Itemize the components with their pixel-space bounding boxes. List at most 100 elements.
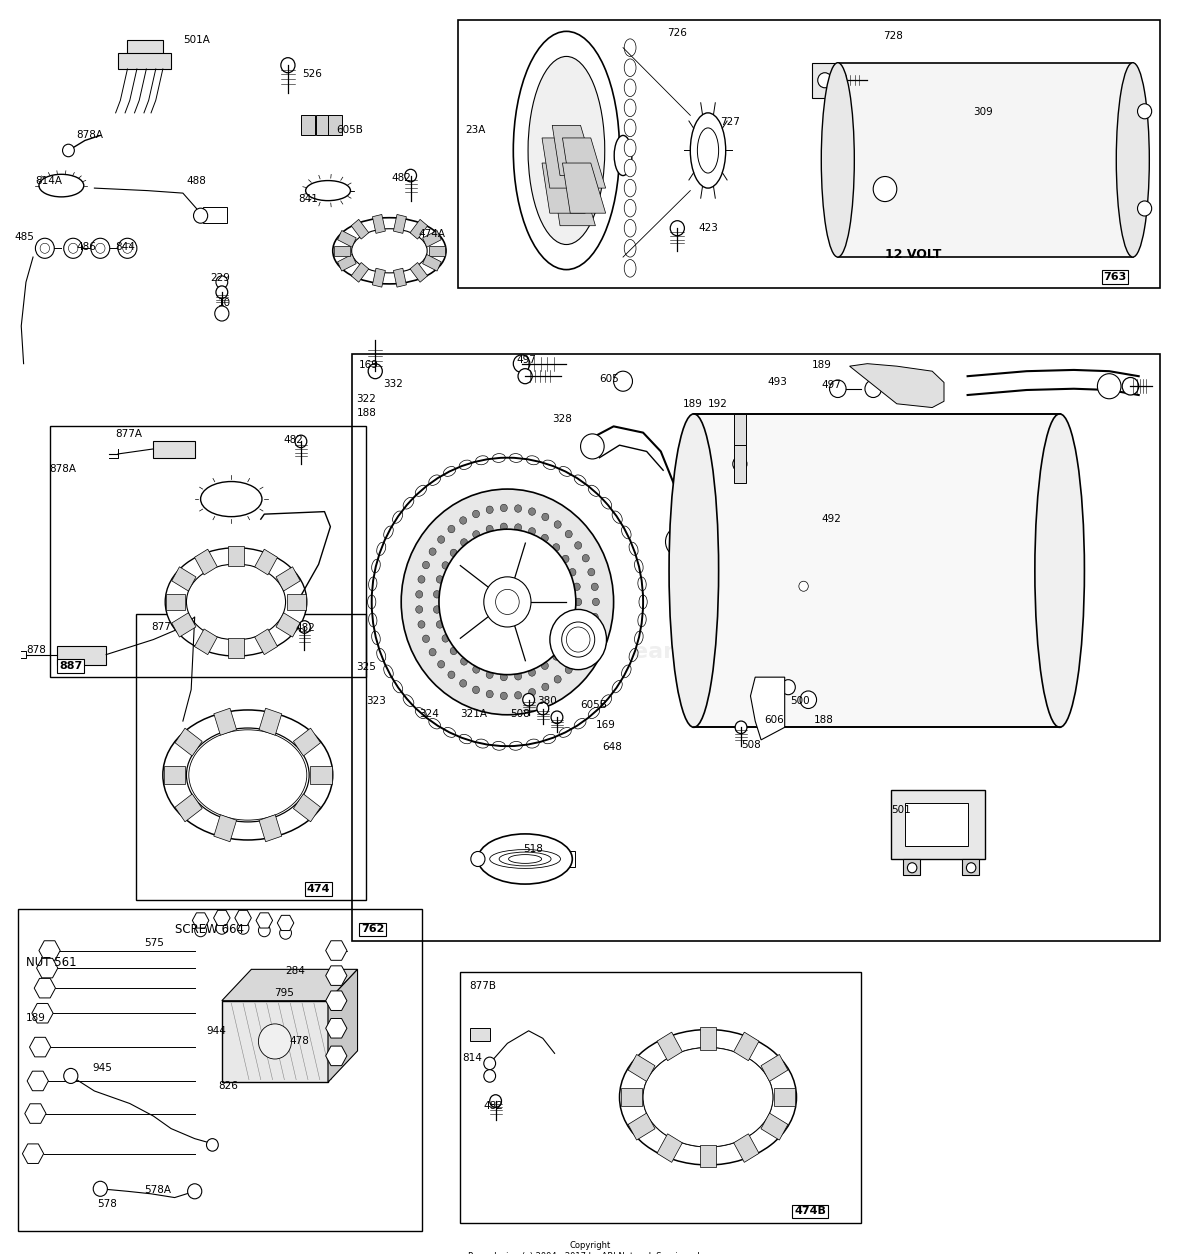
Ellipse shape [401, 489, 614, 715]
Circle shape [542, 513, 549, 520]
Circle shape [582, 642, 589, 650]
Text: 192: 192 [708, 399, 728, 409]
Circle shape [96, 243, 105, 253]
Text: 188: 188 [814, 715, 834, 725]
Circle shape [430, 548, 437, 556]
Polygon shape [750, 677, 785, 740]
Text: 493: 493 [767, 377, 787, 387]
Circle shape [295, 435, 307, 448]
Bar [734, 445, 746, 483]
Text: 323: 323 [366, 696, 386, 706]
Bar [294, 729, 321, 756]
Bar [222, 1001, 328, 1082]
Ellipse shape [624, 39, 636, 56]
Ellipse shape [624, 139, 636, 157]
Text: 482: 482 [484, 1101, 504, 1111]
Circle shape [500, 692, 507, 700]
Circle shape [450, 549, 457, 557]
Circle shape [573, 583, 581, 591]
Circle shape [591, 613, 598, 621]
Text: 189: 189 [683, 399, 703, 409]
Circle shape [215, 306, 229, 321]
Text: 12 VOLT: 12 VOLT [885, 248, 942, 261]
Text: 575: 575 [144, 938, 164, 948]
Text: 763: 763 [1103, 272, 1127, 282]
Circle shape [471, 851, 485, 867]
Circle shape [470, 606, 477, 613]
Bar [891, 790, 985, 859]
Text: 795: 795 [274, 988, 294, 998]
Circle shape [539, 598, 546, 606]
Circle shape [800, 691, 817, 709]
Ellipse shape [39, 174, 84, 197]
Circle shape [514, 505, 522, 513]
Circle shape [433, 591, 440, 598]
Circle shape [514, 524, 522, 532]
Circle shape [216, 922, 228, 934]
Circle shape [591, 583, 598, 591]
Circle shape [549, 569, 556, 577]
Circle shape [64, 238, 83, 258]
Bar [50, 426, 366, 677]
Bar [276, 567, 300, 591]
Circle shape [415, 606, 422, 613]
Circle shape [588, 628, 595, 636]
Circle shape [238, 913, 248, 923]
Circle shape [575, 598, 582, 606]
Circle shape [470, 591, 477, 598]
Polygon shape [326, 1018, 347, 1038]
Circle shape [473, 530, 480, 538]
Polygon shape [27, 1071, 48, 1091]
Circle shape [1138, 104, 1152, 119]
Polygon shape [563, 163, 605, 213]
Circle shape [514, 562, 522, 569]
Circle shape [448, 525, 455, 533]
Circle shape [35, 238, 54, 258]
Polygon shape [256, 913, 273, 928]
Text: 497: 497 [821, 380, 841, 390]
Polygon shape [326, 940, 347, 961]
Circle shape [330, 1022, 342, 1035]
Polygon shape [235, 910, 251, 925]
Bar [294, 794, 321, 821]
Circle shape [40, 243, 50, 253]
Circle shape [555, 583, 562, 591]
Circle shape [551, 711, 563, 724]
Text: 578A: 578A [144, 1185, 171, 1195]
Circle shape [486, 507, 493, 514]
Ellipse shape [562, 622, 595, 657]
Bar [172, 613, 196, 637]
Circle shape [542, 683, 549, 691]
Text: 727: 727 [720, 117, 740, 127]
Circle shape [500, 636, 507, 643]
Polygon shape [850, 364, 944, 408]
Text: 878: 878 [26, 645, 46, 655]
Text: 189: 189 [812, 360, 832, 370]
Bar [260, 815, 282, 841]
Text: 877A: 877A [116, 429, 143, 439]
Text: 492: 492 [821, 514, 841, 524]
Text: 605B: 605B [581, 700, 608, 710]
Polygon shape [32, 1003, 53, 1023]
Circle shape [42, 943, 57, 958]
Text: 844: 844 [116, 242, 136, 252]
Bar [352, 219, 368, 240]
Bar [287, 594, 306, 609]
Text: 605B: 605B [336, 125, 363, 135]
Circle shape [529, 668, 536, 676]
Circle shape [216, 276, 228, 288]
Bar [558, 851, 575, 867]
Circle shape [217, 913, 227, 923]
Circle shape [31, 1073, 45, 1088]
Bar [175, 794, 202, 821]
Circle shape [575, 542, 582, 549]
Bar [195, 630, 217, 655]
Circle shape [588, 568, 595, 576]
Circle shape [500, 673, 507, 681]
Ellipse shape [306, 181, 350, 201]
Text: NUT 561: NUT 561 [26, 956, 77, 968]
Circle shape [188, 1184, 202, 1199]
Ellipse shape [478, 834, 572, 884]
Circle shape [514, 543, 522, 551]
Bar [214, 815, 236, 841]
